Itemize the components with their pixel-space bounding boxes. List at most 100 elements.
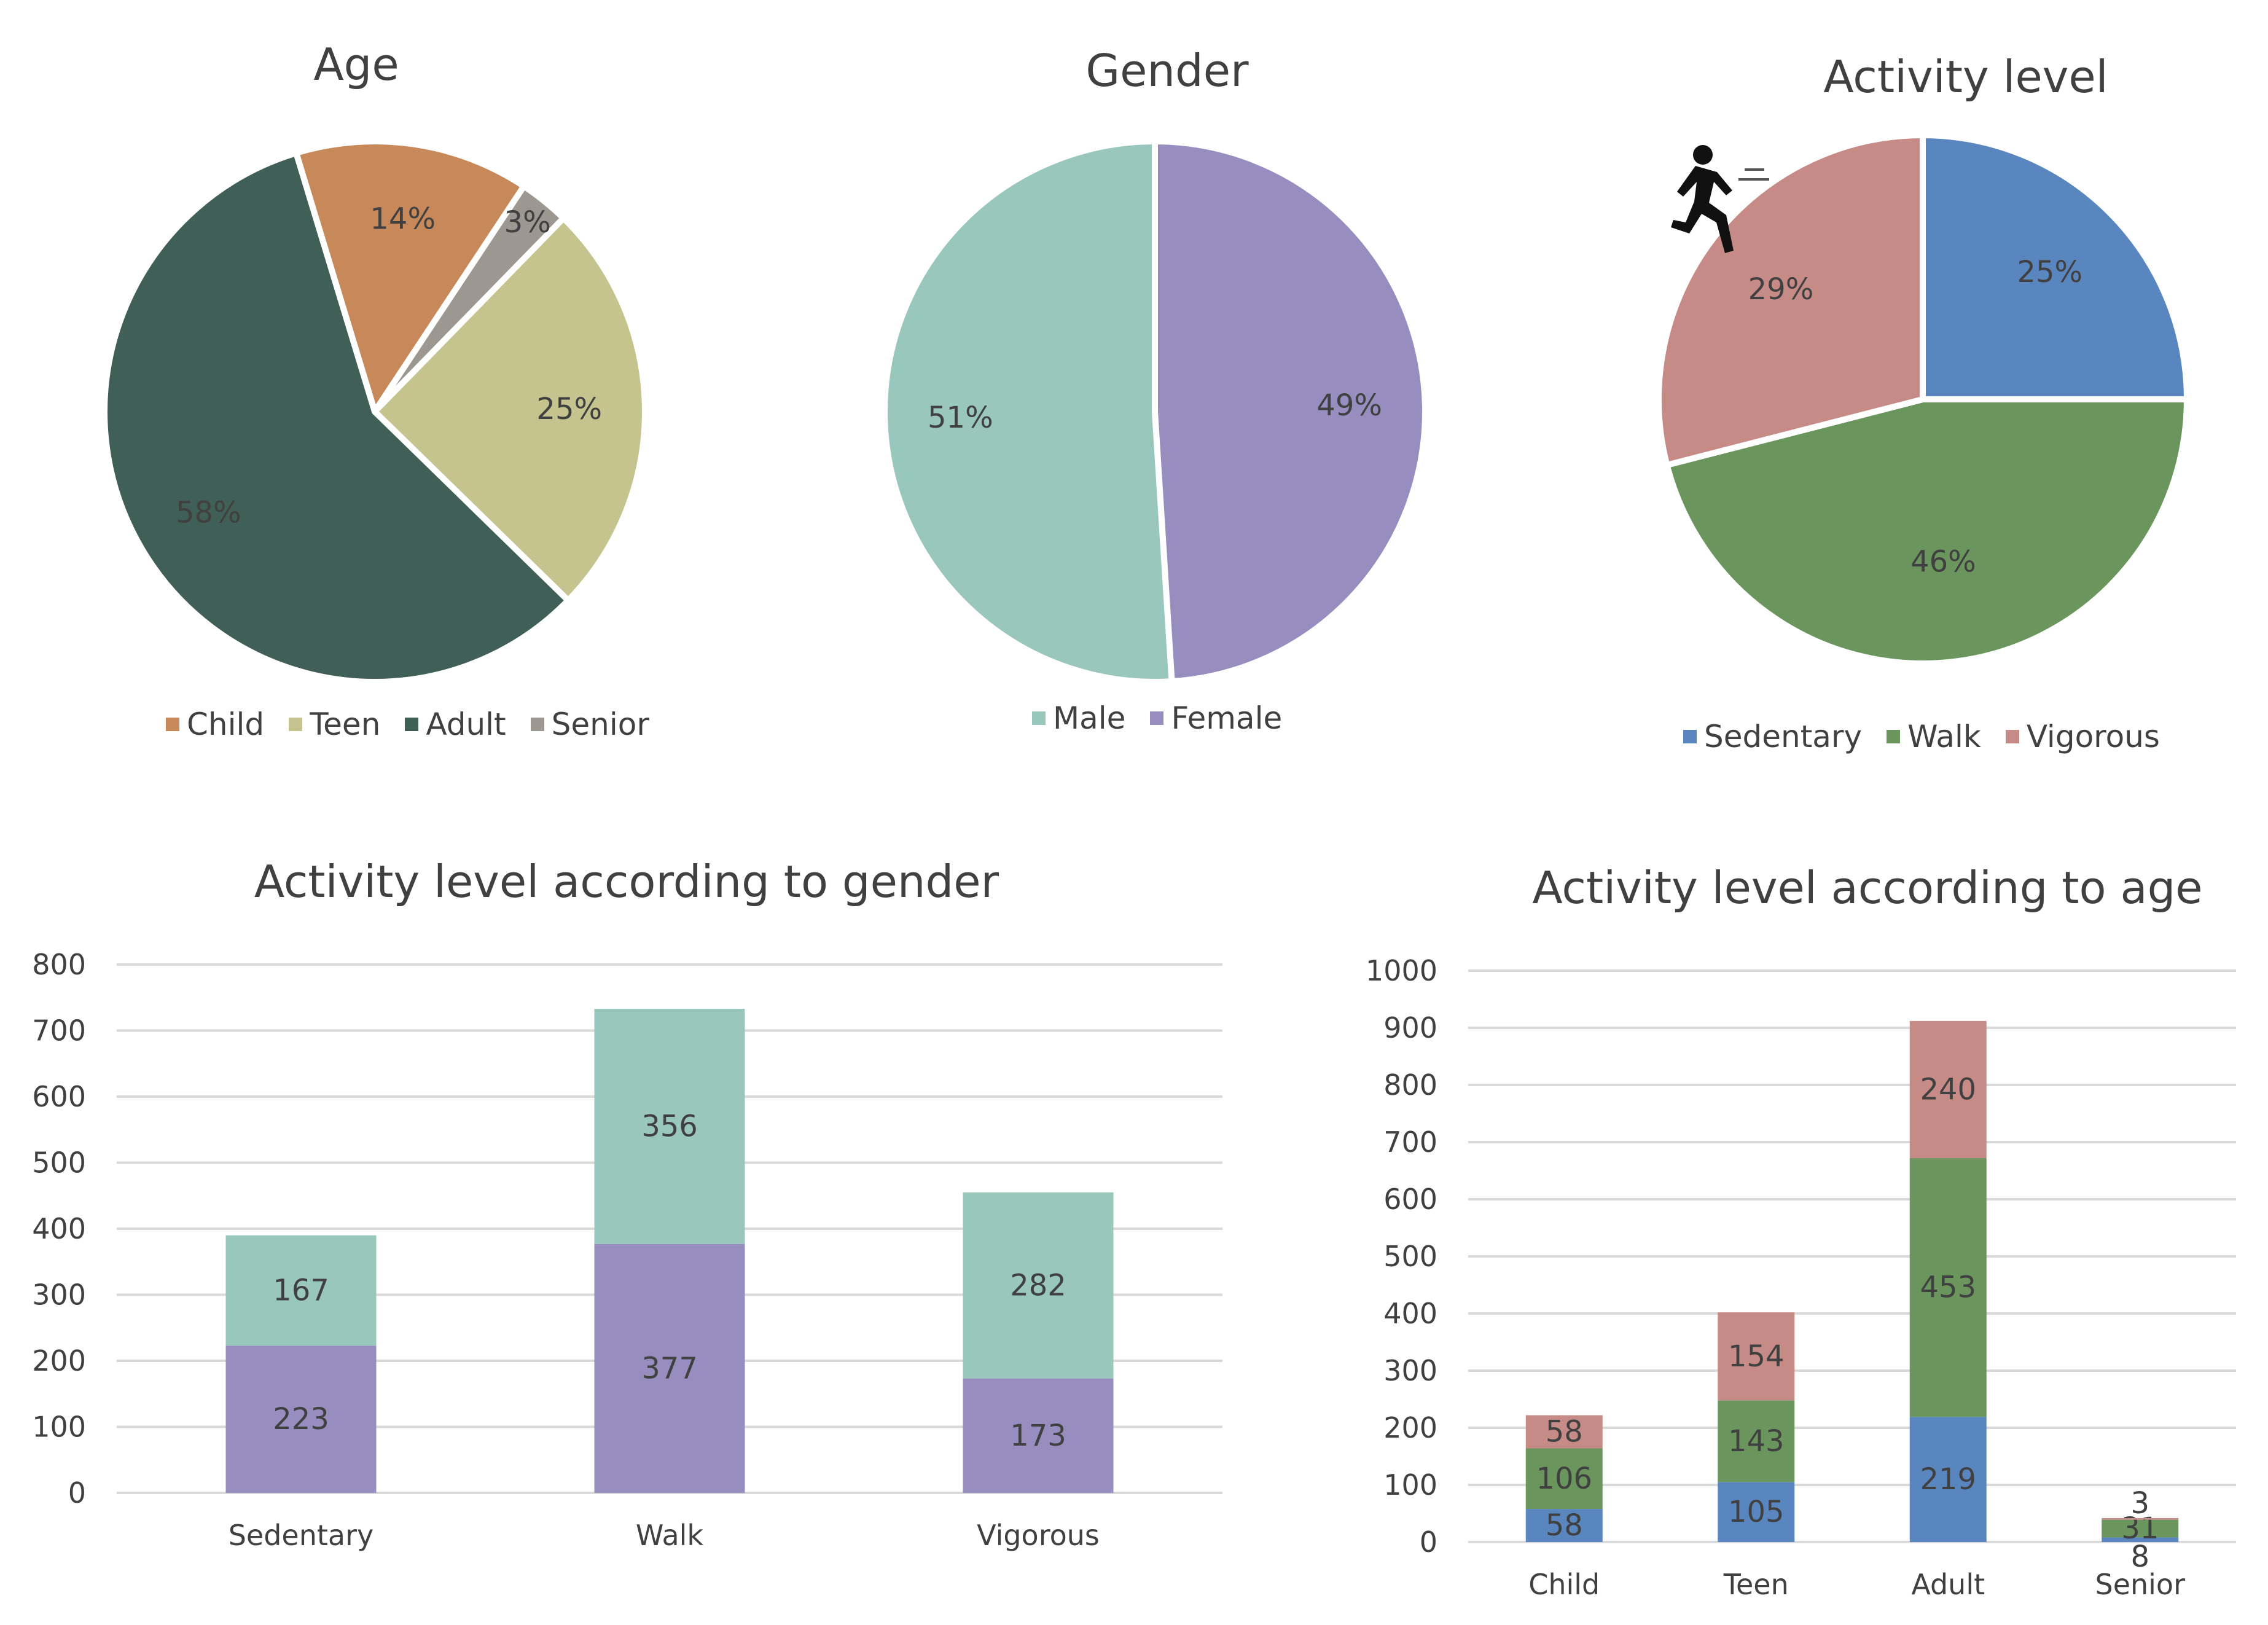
bar-data-label: 58: [1546, 1415, 1583, 1449]
bar-data-label: 106: [1536, 1462, 1592, 1496]
pie-data-label: 25%: [536, 392, 602, 426]
activity-legend: Sedentary Walk Vigorous: [1683, 719, 2160, 754]
chart-title: Activity level according to age: [1532, 862, 2202, 914]
legend-item-walk: Walk: [1887, 719, 1981, 754]
legend-label: Senior: [551, 707, 649, 742]
gender-bar-svg: Activity level according to gender 0 100 20…: [32, 856, 1222, 1552]
age-bar-svg: Activity level according to age 0 100 200 30…: [1366, 862, 2236, 1601]
legend-swatch: [530, 718, 544, 731]
age-pie-svg: Age 14% 3% 25% 58%: [101, 39, 648, 685]
bar-data-label: 453: [1920, 1271, 1976, 1305]
y-tick-label: 1000: [1366, 954, 1437, 987]
y-tick-label: 500: [1383, 1240, 1437, 1273]
pie-data-label: 25%: [2017, 255, 2082, 289]
pie-slice-female: [1152, 138, 1428, 685]
legend-item-child: Child: [166, 707, 264, 742]
bar-data-label: 58: [1546, 1508, 1583, 1543]
y-tick-label: 600: [1383, 1183, 1437, 1216]
legend-swatch: [1887, 730, 1901, 743]
legend-swatch: [405, 718, 419, 731]
bar-segment-teen: [1718, 1312, 1795, 1401]
bar-data-label: 3: [2130, 1486, 2149, 1521]
legend-item-female: Female: [1150, 700, 1282, 736]
bar-data-label: 240: [1920, 1072, 1976, 1106]
pie-data-label: 49%: [1316, 388, 1382, 423]
legend-swatch: [166, 718, 179, 731]
legend-label: Vigorous: [2026, 719, 2160, 754]
y-tick-label: 700: [32, 1014, 86, 1047]
gender-legend: Male Female: [1032, 700, 1282, 736]
legend-label: Male: [1053, 700, 1126, 736]
x-tick-label: Sedentary: [229, 1519, 374, 1552]
legend-label: Walk: [1907, 719, 1981, 754]
bar-segment-sedentary: [225, 1345, 377, 1493]
bar-data-label: 356: [641, 1109, 698, 1143]
bar-data-label: 219: [1920, 1462, 1976, 1497]
legend-label: Adult: [426, 707, 506, 742]
y-tick-label: 400: [1383, 1297, 1437, 1330]
running-person-icon: [1659, 141, 1775, 264]
bar-data-label: 173: [1010, 1419, 1066, 1453]
y-tick-label: 300: [32, 1278, 86, 1312]
x-tick-label: Child: [1528, 1568, 1600, 1601]
pie-slice-adult: [101, 149, 573, 685]
bar-segment-child: [1525, 1448, 1603, 1509]
bar-data-label: 154: [1728, 1339, 1785, 1374]
bar-segment-adult: [1909, 1158, 1987, 1417]
x-tick-label: Vigorous: [977, 1519, 1100, 1552]
bar-data-label: 105: [1728, 1495, 1785, 1529]
bar-segment-adult: [1909, 1417, 1987, 1542]
y-tick-label: 200: [1383, 1411, 1437, 1444]
x-tick-label: Senior: [2095, 1568, 2186, 1601]
bar-segment-walk: [594, 1009, 745, 1244]
legend-item-male: Male: [1032, 700, 1125, 736]
bar-segment-teen: [1718, 1482, 1795, 1542]
bar-data-label: 31: [2121, 1511, 2159, 1546]
bar-data-label: 223: [273, 1402, 329, 1436]
gender-pie-chart: Gender 51% 49%: [823, 25, 1499, 713]
y-tick-label: 300: [1383, 1354, 1437, 1387]
activity-pie-chart: Activity level 25% 46% 29%: [1591, 31, 2267, 719]
bar-segment-walk: [594, 1243, 745, 1493]
gender-bar-chart: Activity level according to gender 0 100 20…: [12, 842, 1241, 1603]
y-tick-label: 700: [1383, 1126, 1437, 1159]
chart-title: Age: [313, 39, 399, 90]
legend-swatch: [1683, 730, 1697, 743]
x-tick-label: Adult: [1911, 1568, 1985, 1601]
pie-slice-male: [882, 138, 1175, 685]
legend-item-sedentary: Sedentary: [1683, 719, 1862, 754]
legend-label: Sedentary: [1704, 719, 1863, 754]
pie-data-label: 51%: [928, 401, 993, 435]
legend-label: Teen: [310, 707, 381, 742]
bar-data-label: 8: [2130, 1540, 2149, 1574]
legend-item-vigorous: Vigorous: [2005, 719, 2160, 754]
chart-title: Gender: [1085, 45, 1249, 96]
pie-slice-vigorous: [1656, 131, 1926, 469]
y-tick-label: 0: [1420, 1525, 1437, 1559]
y-tick-label: 500: [32, 1146, 86, 1180]
bar-segment-vigorous: [963, 1379, 1114, 1493]
bar-segment-adult: [1909, 1020, 1987, 1159]
bar-segment-child: [1525, 1509, 1603, 1542]
x-tick-label: Walk: [636, 1519, 704, 1552]
legend-label: Child: [187, 707, 265, 742]
y-tick-label: 800: [1383, 1068, 1437, 1102]
legend-swatch: [289, 718, 303, 731]
pie-data-label: 58%: [176, 496, 241, 530]
pie-slice-child: [292, 138, 528, 419]
legend-item-teen: Teen: [289, 707, 380, 742]
age-bar-chart: Activity level according to age 0 100 200 30…: [1339, 848, 2261, 1610]
y-tick-label: 200: [32, 1344, 86, 1377]
chart-title: Activity level: [1823, 51, 2108, 103]
bar-segment-sedentary: [225, 1235, 377, 1346]
y-tick-label: 800: [32, 948, 86, 981]
pie-data-label: 14%: [370, 202, 436, 237]
age-legend: Child Teen Adult Senior: [166, 707, 649, 742]
bar-segment-vigorous: [963, 1192, 1114, 1379]
bar-segment-teen: [1718, 1400, 1795, 1482]
pie-slice-sedentary: [1920, 131, 2191, 402]
pie-data-label: 29%: [1748, 272, 1814, 307]
pie-data-label: 3%: [504, 205, 551, 240]
bar-data-label: 167: [273, 1274, 329, 1308]
gender-pie-svg: Gender 51% 49%: [882, 45, 1428, 685]
